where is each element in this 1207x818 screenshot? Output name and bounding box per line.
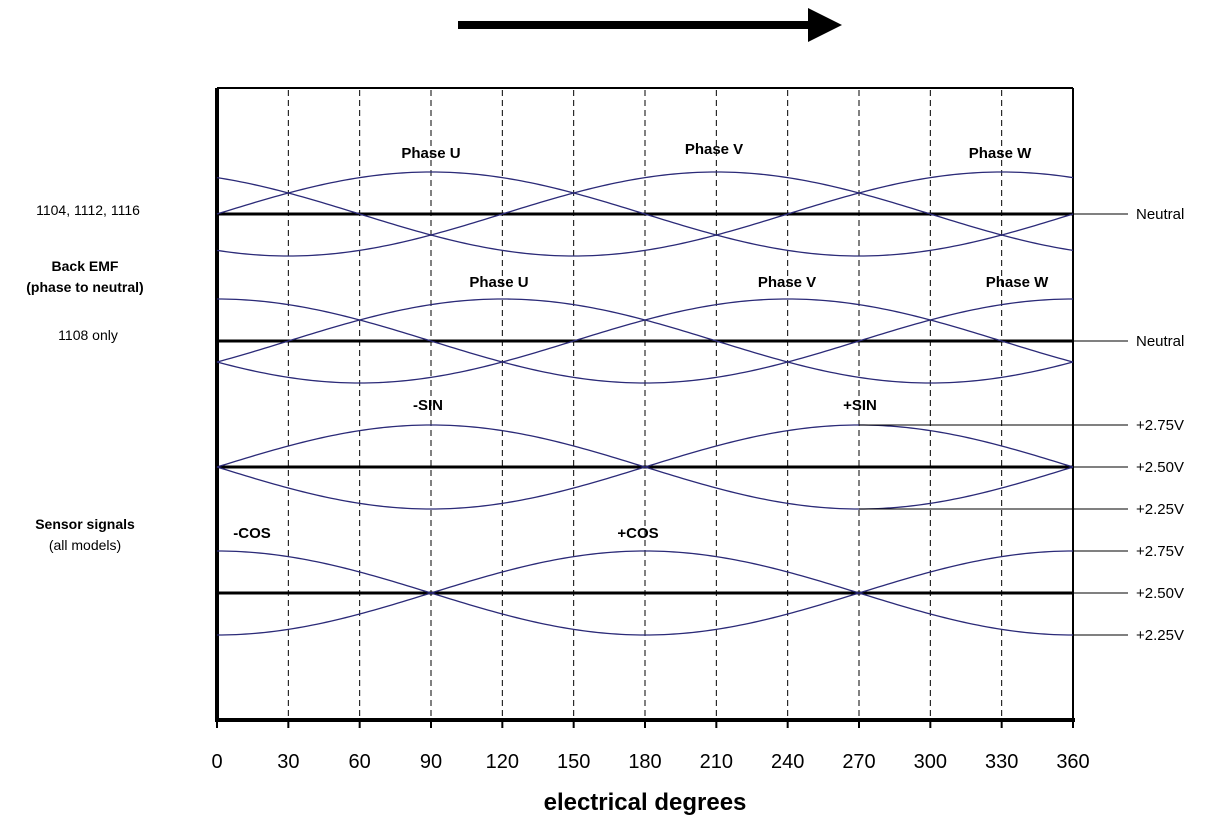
waveform-cos [216, 550, 1074, 636]
models-label-b: 1108 only [58, 327, 118, 343]
waveform-curves [216, 171, 1074, 636]
x-tick-label: 60 [349, 751, 371, 773]
x-tick-label: 300 [914, 751, 947, 773]
voltage-level-label: +2.75V [1136, 417, 1184, 434]
back-emf-title: Back EMF [52, 258, 119, 274]
direction-arrow [458, 8, 842, 42]
waveform-sin [216, 424, 1074, 510]
back-emf-subtitle: (phase to neutral) [26, 279, 143, 295]
curve-label: Phase U [469, 274, 528, 291]
curve-label: Phase V [685, 141, 743, 158]
x-tick-label: 240 [771, 751, 804, 773]
curve-label: +COS [617, 525, 658, 542]
voltage-level-label: +2.50V [1136, 459, 1184, 476]
x-tick-label: 330 [985, 751, 1018, 773]
voltage-level-label: +2.25V [1136, 627, 1184, 644]
neutral-label: Neutral [1136, 206, 1184, 223]
waveform-phase-u [216, 171, 1074, 257]
voltage-level-label: +2.25V [1136, 501, 1184, 518]
curve-label: Phase V [758, 274, 816, 291]
x-tick-label: 150 [557, 751, 590, 773]
sensor-signals-subtitle: (all models) [49, 537, 121, 553]
waveform-phase-w [216, 298, 1074, 384]
curve-label: Phase W [986, 274, 1049, 291]
x-axis-label: electrical degrees [544, 789, 747, 816]
x-tick-label: 90 [420, 751, 442, 773]
curve-label: Phase W [969, 145, 1032, 162]
waveform-phase-w [216, 171, 1074, 257]
grid-lines [216, 90, 1074, 728]
x-tick-label: 120 [486, 751, 519, 773]
curve-label: Phase U [401, 145, 460, 162]
leader-lines [859, 213, 1128, 636]
voltage-level-label: +2.50V [1136, 585, 1184, 602]
curve-label: -COS [233, 525, 271, 542]
x-tick-label: 210 [700, 751, 733, 773]
sensor-signals-title: Sensor signals [35, 516, 135, 532]
x-tick-label: 30 [277, 751, 299, 773]
chart-text: 0 30 60 90 120 150 180 210 240 270 300 330 360 electr… [26, 141, 1184, 816]
curve-label: +SIN [843, 397, 877, 414]
models-label-a: 1104, 1112, 1116 [36, 202, 140, 218]
waveform-phase-v [216, 171, 1074, 257]
x-tick-label: 180 [628, 751, 661, 773]
x-tick-label: 0 [211, 751, 222, 773]
voltage-level-label: +2.75V [1136, 543, 1184, 560]
neutral-label: Neutral [1136, 333, 1184, 350]
x-tick-label: 270 [842, 751, 875, 773]
curve-label: -SIN [413, 397, 443, 414]
x-tick-label: 360 [1056, 751, 1089, 773]
waveform-cos [216, 550, 1074, 636]
